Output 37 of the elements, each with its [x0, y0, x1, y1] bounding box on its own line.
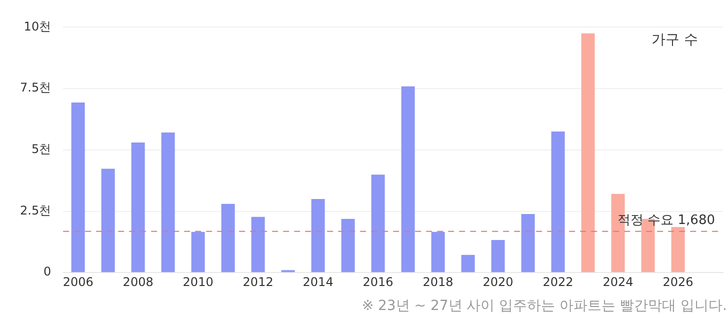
bar [191, 232, 205, 272]
x-tick-label: 2008 [122, 274, 154, 289]
x-tick-label: 2012 [242, 274, 274, 289]
x-tick-label: 2006 [62, 274, 94, 289]
bar [251, 216, 265, 272]
text: ※ 23년 ~ 27년 사이 입주하는 아파트는 빨간막대 입니다. [360, 297, 727, 315]
x-tick-label: 2014 [302, 274, 334, 289]
y-tick-label: 5천 [31, 142, 52, 156]
bar [341, 218, 355, 272]
x-tick-label: 2010 [182, 274, 214, 289]
bar [311, 198, 325, 272]
x-tick-label: 2016 [362, 274, 394, 289]
y-tick-label: 10천 [24, 19, 52, 34]
x-tick-label: 2018 [422, 274, 454, 289]
bar [401, 86, 415, 272]
x-tick-label: 2026 [662, 274, 694, 289]
bar [131, 142, 145, 272]
bar [71, 102, 85, 272]
y-tick-label: 0 [43, 264, 52, 279]
bar [581, 33, 595, 272]
x-tick-label: 2022 [542, 274, 574, 289]
annotation: 가구 수 [652, 32, 698, 48]
bar [461, 254, 475, 272]
bar [101, 168, 115, 272]
bar [431, 232, 445, 272]
bar [491, 240, 505, 272]
ref-line-label: 적정 수요 1,680 [618, 213, 715, 228]
y-tick-label: 7.5천 [20, 80, 52, 95]
bar [221, 204, 235, 272]
bar [551, 131, 565, 272]
bar [161, 132, 175, 272]
bar [671, 226, 685, 272]
y-tick-label: 2.5천 [20, 203, 52, 218]
bar [521, 214, 535, 272]
x-tick-label: 2020 [482, 274, 514, 289]
x-tick-label: 2024 [602, 274, 634, 289]
bar [371, 174, 385, 272]
